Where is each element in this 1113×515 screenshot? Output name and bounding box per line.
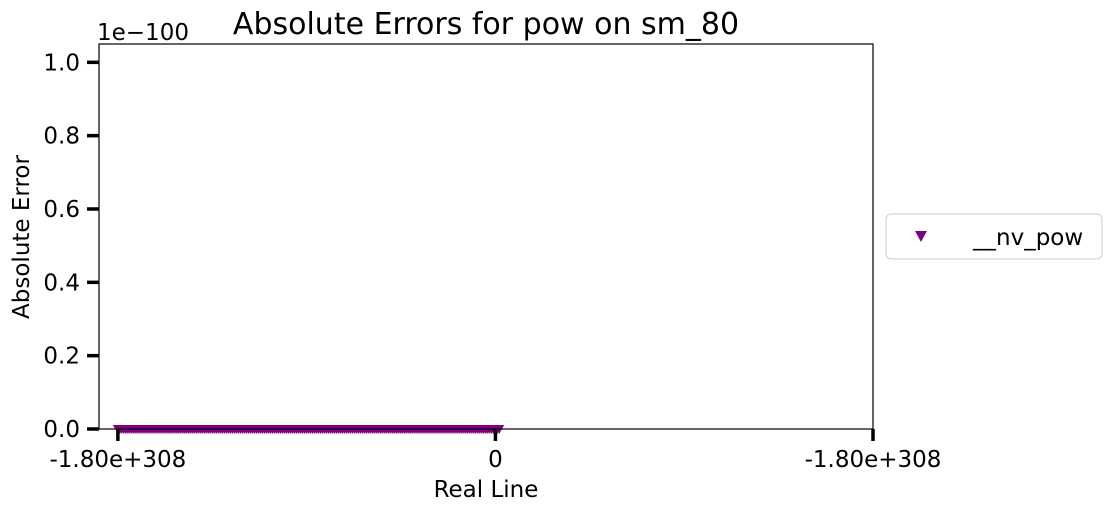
x-tick-label-1: 0 [488,447,503,473]
legend-entry-label: __nv_pow [972,225,1083,251]
y-axis-offset-label: 1e−100 [97,20,189,46]
y-tick-label-4: 0.8 [43,124,80,150]
legend-marker-triangle-down-icon [915,231,927,242]
x-tick-label-0: -1.80e+308 [49,447,186,473]
plot-area-frame [98,43,874,430]
y-axis-ticks: 0.0 0.2 0.4 0.6 0.8 1.0 [43,50,99,443]
x-axis-ticks: -1.80e+308 0 -1.80e+308 [49,429,941,473]
y-tick-label-2: 0.4 [43,270,80,296]
y-tick-label-1: 0.2 [43,344,80,370]
x-tick-label-2: -1.80e+308 [805,447,942,473]
y-tick-label-5: 1.0 [43,50,80,76]
legend-frame [885,213,1103,260]
y-axis-label: Absolute Error [9,155,35,319]
chart-title: Absolute Errors for pow on sm_80 [233,7,739,42]
y-tick-label-0: 0.0 [43,417,80,443]
x-axis-label: Real Line [434,477,539,503]
legend: __nv_pow [885,213,1103,260]
y-tick-label-3: 0.6 [43,197,80,223]
